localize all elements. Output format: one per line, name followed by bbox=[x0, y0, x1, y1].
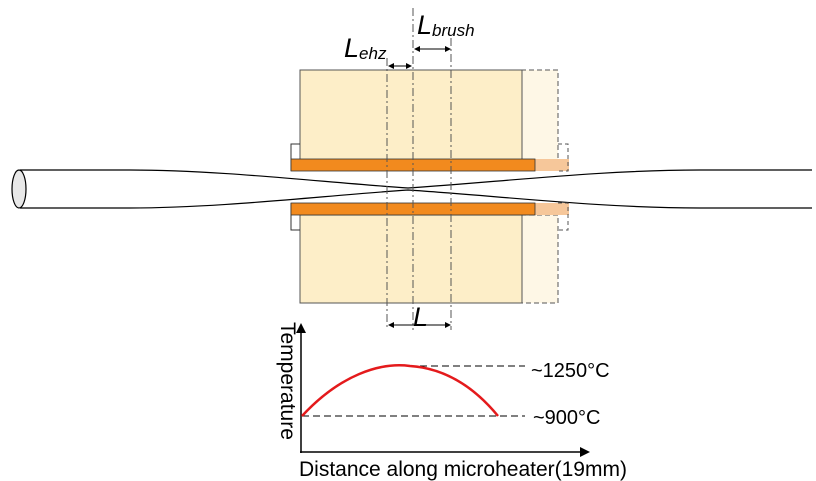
ghost-lower-strip bbox=[535, 203, 569, 215]
lehz-arrowhead-right bbox=[406, 63, 412, 69]
l-arrowhead-right bbox=[445, 322, 451, 328]
temperature-profile-plot: ~1250°C ~900°C Temperature Distance alon… bbox=[276, 322, 627, 481]
ghost-upper-clip bbox=[558, 143, 569, 172]
lehz-arrowhead-left bbox=[388, 63, 394, 69]
l-arrowhead-left bbox=[388, 322, 394, 328]
fiber-outline-bottom bbox=[20, 189, 812, 209]
lehz-label-sub: ehz bbox=[359, 44, 387, 63]
lbrush-label: Lbrush bbox=[417, 10, 475, 40]
temperature-axis-label: Temperature bbox=[276, 322, 299, 440]
reference-lines bbox=[386, 8, 452, 330]
lbrush-label-sub: brush bbox=[432, 21, 475, 40]
ghost-upper-strip bbox=[535, 159, 569, 171]
microheater bbox=[290, 69, 536, 304]
upper-heater-block bbox=[299, 69, 523, 161]
y-axis-arrowhead bbox=[296, 323, 306, 333]
peak-temp-label: ~1250°C bbox=[531, 360, 610, 382]
ghost-lower-clip bbox=[558, 202, 569, 231]
lbrush-label-main: L bbox=[417, 10, 432, 40]
tapered-fiber bbox=[11, 169, 812, 209]
dimension-arrows bbox=[388, 46, 451, 328]
l-label: L bbox=[413, 302, 428, 332]
lehz-label-main: L bbox=[344, 33, 359, 63]
lbrush-arrowhead-right bbox=[445, 46, 451, 52]
base-temp-label: ~900°C bbox=[533, 407, 601, 429]
lower-heater-block bbox=[299, 214, 523, 304]
x-axis-arrowhead bbox=[580, 447, 590, 457]
fiber-end-face bbox=[11, 169, 27, 209]
temperature-curve bbox=[301, 364, 499, 417]
lehz-label: Lehz bbox=[344, 33, 387, 63]
fiber-outline-top bbox=[20, 169, 812, 189]
lbrush-arrowhead-left bbox=[414, 46, 420, 52]
distance-axis-label: Distance along microheater(19mm) bbox=[299, 458, 627, 481]
